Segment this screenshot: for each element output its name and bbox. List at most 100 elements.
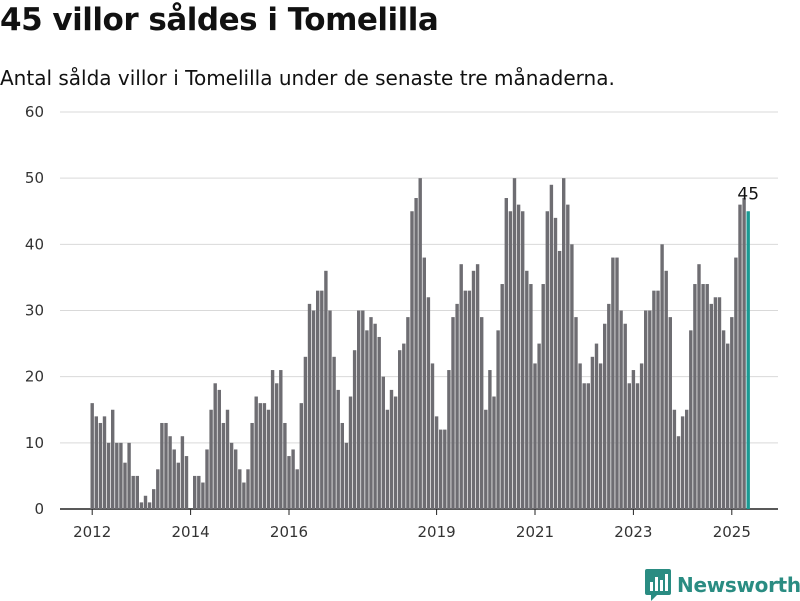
y-tick-label: 60 [25, 103, 44, 121]
bar [635, 383, 640, 509]
bar [537, 343, 541, 509]
bar [172, 449, 176, 509]
bar [562, 178, 566, 509]
bar [352, 350, 357, 509]
bar [529, 284, 533, 509]
bar [578, 363, 582, 509]
bar [209, 409, 213, 509]
bar [135, 475, 139, 509]
x-tick-label: 2025 [713, 523, 751, 541]
bar [631, 370, 636, 509]
bar [709, 303, 713, 509]
bar [213, 383, 217, 509]
y-tick-label: 10 [25, 434, 44, 452]
bar [730, 317, 734, 509]
bar [406, 317, 410, 509]
bar [685, 409, 689, 509]
y-axis: 0 10 20 30 40 50 60 [25, 103, 44, 518]
bar [594, 343, 599, 509]
bar [455, 303, 459, 509]
bar [566, 204, 570, 509]
x-tick-label: 2019 [418, 523, 456, 541]
bar [311, 310, 316, 509]
bar [734, 257, 738, 509]
bar [549, 184, 554, 509]
bar [512, 178, 517, 509]
newsworthy-logo: Newsworthy [645, 569, 800, 601]
brand-name: Newsworthy [677, 573, 800, 597]
bar [582, 383, 586, 509]
bar [627, 383, 631, 509]
bar [615, 257, 619, 509]
bar [398, 350, 402, 509]
bar [496, 330, 500, 509]
bar [102, 416, 107, 509]
bar [500, 284, 504, 509]
bar [381, 376, 385, 509]
bar [332, 356, 336, 509]
bar [693, 284, 697, 509]
bar [307, 303, 312, 509]
bar [717, 297, 722, 509]
bar [266, 409, 271, 509]
bar [492, 396, 496, 509]
bar [426, 297, 431, 509]
bar [402, 343, 406, 509]
bar [152, 489, 156, 509]
bar [389, 389, 394, 509]
x-tick-label: 2023 [614, 523, 652, 541]
bar [115, 442, 119, 509]
bar [545, 211, 549, 509]
bar [205, 449, 209, 509]
bar [721, 330, 726, 509]
bar [340, 422, 344, 509]
bar [238, 469, 242, 509]
bar [652, 290, 656, 509]
bar [369, 317, 373, 509]
bar-chart-badge-icon [645, 569, 671, 601]
bar [484, 409, 488, 509]
bar [480, 317, 484, 509]
bar [131, 475, 135, 509]
bar [463, 290, 467, 509]
bar [570, 244, 574, 510]
bar [242, 482, 246, 509]
bar [229, 442, 234, 509]
bar [279, 370, 283, 509]
chart-title: 45 villor såldes i Tomelilla [0, 2, 439, 38]
bar [193, 475, 197, 509]
bar [127, 442, 131, 509]
bar [111, 409, 115, 509]
bar-series [90, 178, 750, 510]
x-tick-label: 2012 [73, 523, 111, 541]
bar [377, 336, 381, 509]
bar [365, 330, 369, 509]
bar [147, 502, 152, 509]
bar [607, 303, 611, 509]
bar [648, 310, 652, 509]
bar [246, 469, 250, 509]
last-value-label: 45 [737, 184, 759, 204]
bar [623, 323, 627, 509]
y-tick-label: 20 [25, 368, 44, 386]
bar [619, 310, 623, 509]
bar [664, 270, 668, 509]
bar [336, 389, 340, 509]
bar [303, 356, 308, 509]
bar [557, 250, 562, 509]
bar [98, 422, 103, 509]
bar [250, 422, 254, 509]
bar [586, 383, 590, 509]
bar [598, 363, 603, 509]
bar [471, 270, 476, 509]
bar [451, 317, 455, 509]
bar [410, 211, 414, 509]
bar [275, 383, 279, 509]
bar [508, 211, 513, 509]
bar [258, 403, 262, 509]
y-tick-label: 40 [25, 235, 44, 253]
highlight-bar [746, 211, 750, 509]
bar [701, 284, 705, 509]
bar [225, 409, 230, 509]
x-tick-label: 2014 [172, 523, 210, 541]
